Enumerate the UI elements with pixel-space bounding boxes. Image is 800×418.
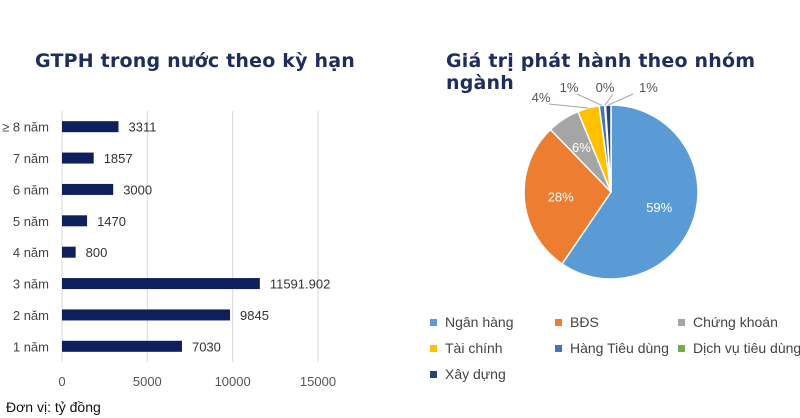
bar-chart-title: GTPH trong nước theo kỳ hạn [35, 50, 355, 72]
x-tick-label: 0 [58, 374, 65, 389]
legend-label: Dịch vụ tiêu dùng [693, 340, 800, 356]
y-category-label: 4 năm [13, 245, 49, 260]
pie-value-label: 0% [596, 80, 615, 95]
leader-line [608, 93, 634, 106]
pie-chart: 59% 28% 6% 4% 1% 0% 1% [523, 80, 699, 280]
legend-item: BĐS [555, 314, 599, 330]
bar-value-label: 3311 [129, 120, 157, 135]
x-tick-label: 5000 [133, 374, 162, 389]
y-category-label: 7 năm [13, 151, 49, 166]
y-category-label: 6 năm [13, 182, 49, 197]
legend-item: Tài chính [430, 340, 503, 356]
bar-value-label: 1470 [97, 214, 126, 229]
legend-label: Tài chính [445, 340, 503, 356]
legend-swatch [430, 318, 437, 326]
legend-swatch [430, 370, 437, 378]
leader-line [548, 103, 589, 109]
pie-chart-title: Giá trị phát hành theo nhóm ngành [446, 50, 756, 94]
bar [62, 121, 119, 133]
bar [62, 215, 88, 227]
x-tick-label: 15000 [300, 374, 336, 389]
legend-swatch [555, 318, 562, 326]
legend-swatch [678, 318, 685, 326]
pie-value-label: 4% [532, 90, 551, 105]
unit-note: Đơn vị: tỷ đồng [6, 399, 101, 415]
y-category-label: 2 năm [13, 308, 49, 323]
legend-item: Xây dựng [430, 366, 506, 382]
bar-value-label: 9845 [240, 308, 269, 323]
y-category-label: 1 năm [13, 339, 49, 354]
bar-value-label: 800 [86, 245, 108, 260]
legend-label: Chứng khoán [693, 314, 778, 330]
pie-value-label: 59% [646, 200, 672, 215]
legend-item: Chứng khoán [678, 314, 778, 330]
leader-line [576, 93, 603, 106]
pie-value-label: 1% [639, 80, 658, 95]
legend-label: Ngân hàng [445, 314, 514, 330]
bar [62, 340, 182, 352]
bar-value-label: 7030 [192, 339, 221, 354]
leader-line [604, 93, 614, 106]
bar-value-label: 1857 [104, 151, 133, 166]
pie-slice [523, 128, 612, 265]
bar-chart: 0 5000 10000 15000 ≥ 8 năm 3311 7 năm 1857 6 năm… [2, 111, 336, 389]
y-category-label: 5 năm [13, 214, 49, 229]
y-category-label: 3 năm [13, 277, 49, 292]
bar-value-label: 11591.902 [270, 277, 331, 292]
pie-value-label: 1% [560, 80, 579, 95]
legend-swatch [555, 344, 562, 352]
bar-value-label: 3000 [123, 182, 152, 197]
legend-label: Hàng Tiêu dùng [570, 340, 669, 356]
legend-item: Dịch vụ tiêu dùng [678, 340, 800, 356]
bar [62, 278, 260, 290]
legend-item: Ngân hàng [430, 314, 514, 330]
y-category-label: ≥ 8 năm [2, 120, 49, 135]
pie-slice [561, 104, 699, 280]
x-tick-label: 10000 [215, 374, 251, 389]
bar [62, 183, 114, 195]
pie-value-label: 6% [572, 140, 591, 155]
bar [62, 152, 94, 164]
legend-label: Xây dựng [445, 366, 506, 382]
legend-swatch [430, 344, 437, 352]
bar [62, 309, 231, 321]
legend-swatch [678, 344, 685, 352]
bar [62, 246, 76, 258]
legend-item: Hàng Tiêu dùng [555, 340, 669, 356]
legend-label: BĐS [570, 314, 599, 330]
pie-value-label: 28% [548, 189, 574, 204]
